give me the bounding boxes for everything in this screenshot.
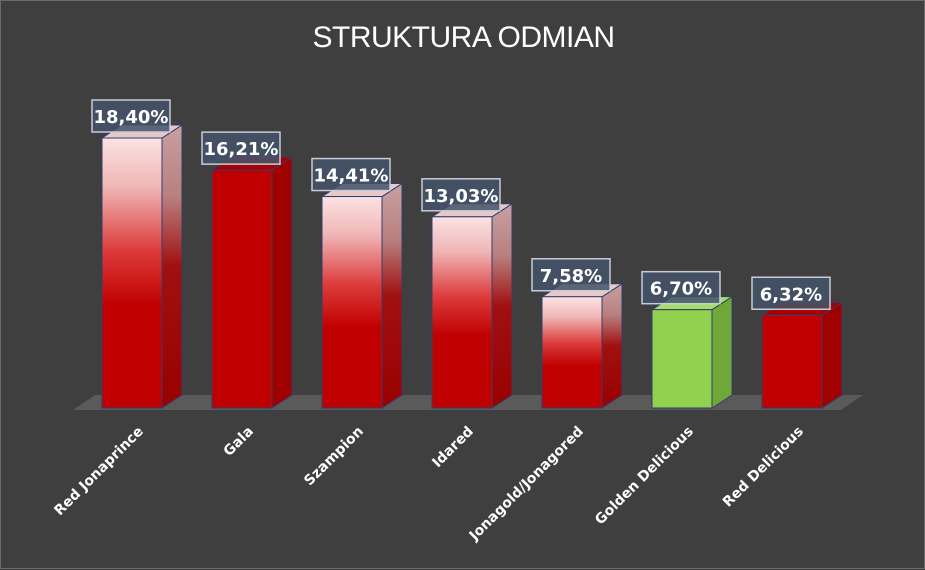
category-label: Red Jonaprince (51, 424, 146, 519)
bar-side (491, 202, 513, 409)
bar-side (601, 282, 623, 409)
data-label: 14,41% (314, 166, 389, 187)
bar-side (821, 301, 843, 409)
category-label: Idared (429, 424, 476, 471)
category-label: Golden Delicious (592, 424, 697, 529)
data-label: 18,40% (94, 107, 169, 128)
data-label-box (91, 99, 171, 133)
bar (101, 137, 163, 409)
bar (321, 196, 383, 409)
bar-side (711, 295, 733, 409)
category-label: Jonagold/Jonagored (466, 424, 587, 545)
bar (211, 169, 273, 409)
data-label: 16,21% (204, 139, 279, 160)
category-label: Gala (221, 424, 257, 460)
category-label: Szampion (301, 424, 367, 490)
data-label-box (641, 270, 721, 305)
data-label: 6,32% (760, 284, 822, 305)
data-label-box (311, 157, 391, 192)
data-label-box (531, 258, 611, 292)
bar (541, 296, 603, 409)
bar (431, 216, 493, 409)
data-label: 6,70% (650, 279, 712, 300)
chart-title: STRUKTURA ODMIAN (312, 21, 615, 54)
data-label-box (751, 276, 831, 311)
bar-side (161, 124, 183, 409)
category-label: Red Delicious (720, 424, 807, 511)
bar (651, 309, 713, 409)
data-label: 7,58% (540, 266, 602, 287)
data-label: 13,03% (424, 186, 499, 207)
bar (761, 314, 823, 409)
data-label-box (421, 178, 501, 212)
data-label-box (201, 131, 281, 165)
bar-side (381, 182, 403, 409)
bar-side (271, 156, 293, 409)
